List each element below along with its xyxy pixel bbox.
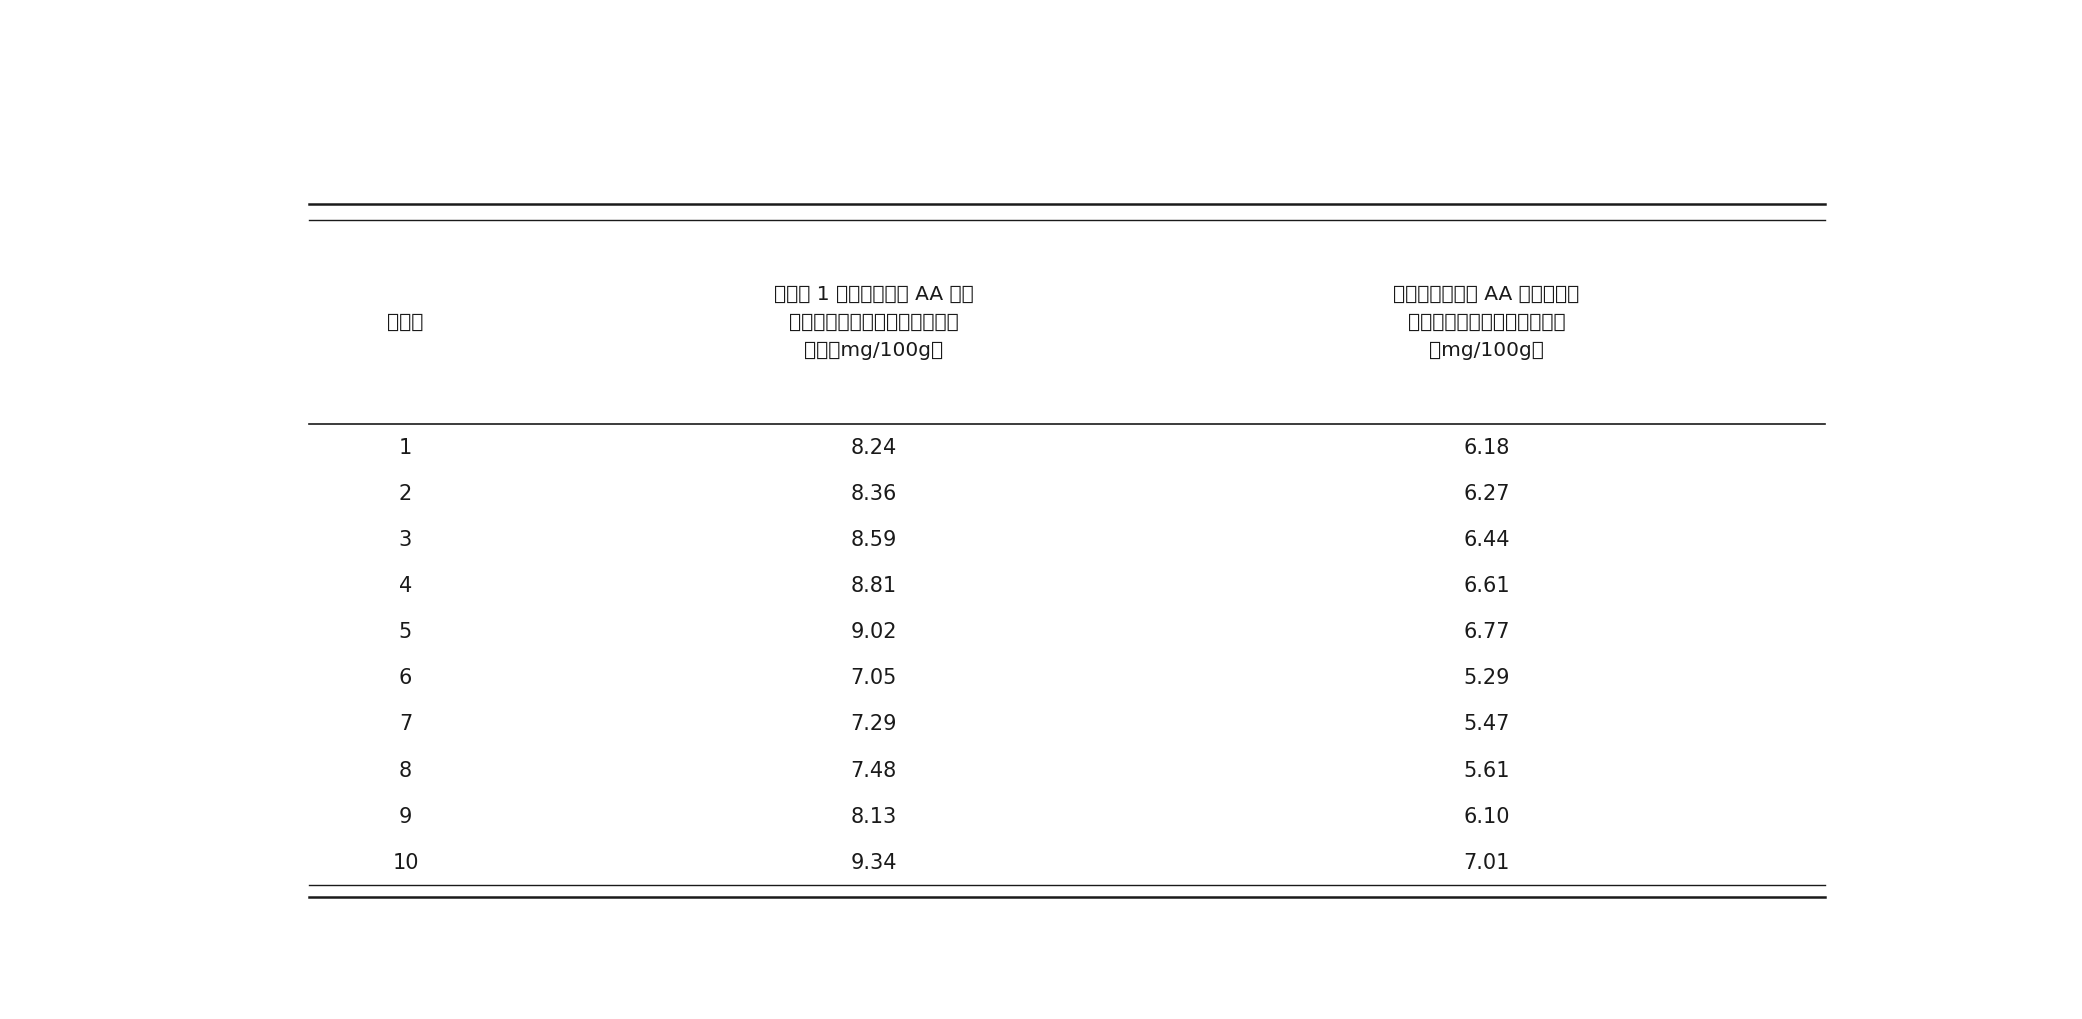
Text: 医学方法测定的 AA 肉鸡胸肉中
的高密度脂蛋白胆固醇含量值
（mg/100g）: 医学方法测定的 AA 肉鸡胸肉中 的高密度脂蛋白胆固醇含量值 （mg/100g）	[1393, 285, 1580, 360]
Text: 3: 3	[400, 530, 412, 549]
Text: 2: 2	[400, 483, 412, 503]
Text: 6.77: 6.77	[1464, 622, 1509, 642]
Text: 6.44: 6.44	[1464, 530, 1509, 549]
Text: 8.13: 8.13	[849, 806, 897, 825]
Text: 7.48: 7.48	[849, 760, 897, 780]
Text: 4: 4	[400, 576, 412, 595]
Text: 实施例 1 的方法测定的 AA 肉鸡
胸肉中的高密度脂蛋白胆固醇含
量值（mg/100g）: 实施例 1 的方法测定的 AA 肉鸡 胸肉中的高密度脂蛋白胆固醇含 量值（mg/…	[775, 285, 972, 360]
Text: 9: 9	[400, 806, 412, 825]
Text: 6.27: 6.27	[1464, 483, 1509, 503]
Text: 6.18: 6.18	[1464, 437, 1509, 458]
Text: 8: 8	[400, 760, 412, 780]
Text: 7: 7	[400, 713, 412, 734]
Text: 10: 10	[391, 852, 418, 872]
Text: 8.59: 8.59	[849, 530, 897, 549]
Text: 6: 6	[400, 667, 412, 688]
Text: 5.29: 5.29	[1464, 667, 1509, 688]
Text: 5.47: 5.47	[1464, 713, 1509, 734]
Text: 9.34: 9.34	[849, 852, 897, 872]
Text: 1: 1	[400, 437, 412, 458]
Text: 样品号: 样品号	[387, 313, 423, 332]
Text: 8.81: 8.81	[849, 576, 897, 595]
Text: 8.24: 8.24	[849, 437, 897, 458]
Text: 9.02: 9.02	[849, 622, 897, 642]
Text: 5.61: 5.61	[1464, 760, 1509, 780]
Text: 7.05: 7.05	[849, 667, 897, 688]
Text: 6.10: 6.10	[1464, 806, 1509, 825]
Text: 7.29: 7.29	[849, 713, 897, 734]
Text: 6.61: 6.61	[1464, 576, 1509, 595]
Text: 5: 5	[400, 622, 412, 642]
Text: 7.01: 7.01	[1464, 852, 1509, 872]
Text: 8.36: 8.36	[849, 483, 897, 503]
